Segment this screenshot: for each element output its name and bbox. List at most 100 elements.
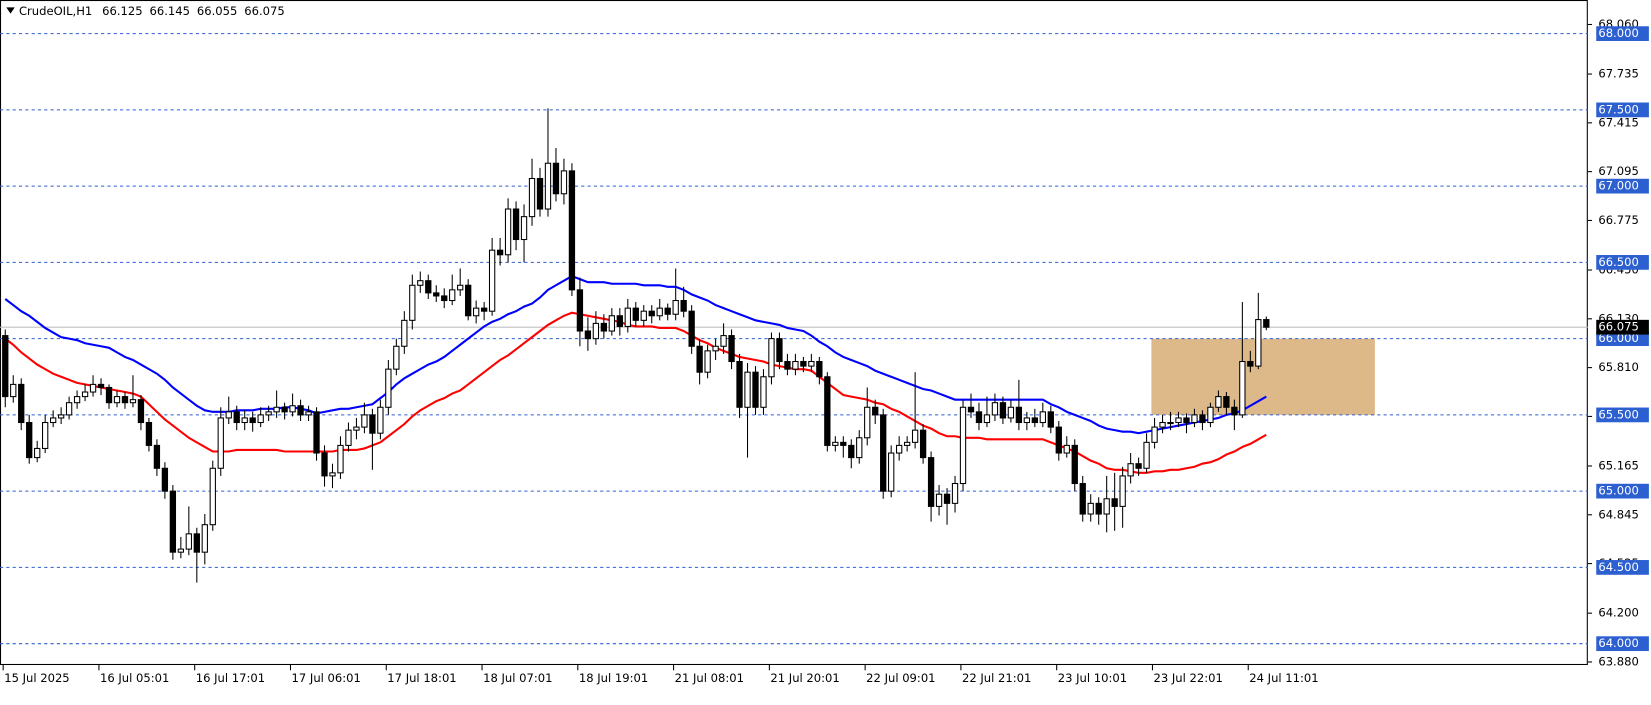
candle-body xyxy=(1127,463,1134,477)
candle-body xyxy=(512,208,520,241)
candle-body xyxy=(1223,396,1230,408)
menu-triangle[interactable] xyxy=(6,7,15,14)
candle-body xyxy=(672,299,679,315)
candle-body xyxy=(10,383,17,398)
level-tag xyxy=(1596,636,1649,652)
candle-body xyxy=(536,177,544,210)
candle-body xyxy=(903,441,911,446)
candle-body xyxy=(193,533,200,553)
candle-body xyxy=(472,307,480,317)
candle-body xyxy=(57,414,65,419)
candle-body xyxy=(289,405,296,413)
candle-body xyxy=(848,444,855,459)
last-price-tag xyxy=(1596,319,1649,335)
symbol-title: CrudeOIL,H1 xyxy=(19,4,92,18)
candle-body xyxy=(552,162,560,195)
candle-body xyxy=(1175,417,1182,424)
candle-body xyxy=(856,437,863,459)
y-tick-label: 65.810 xyxy=(1598,360,1638,374)
candle-body xyxy=(784,360,791,370)
candle-body xyxy=(265,411,272,416)
candle-body xyxy=(297,405,304,416)
candle-body xyxy=(864,406,871,439)
candle-body xyxy=(959,406,967,485)
x-tick-label: 15 Jul 2025 xyxy=(4,671,69,685)
candle-body xyxy=(760,376,767,408)
candle-body xyxy=(1079,483,1086,515)
candle-body xyxy=(951,483,959,504)
x-tick-label: 17 Jul 06:01 xyxy=(292,671,361,685)
candle-body xyxy=(449,289,456,302)
level-label: 66.000 xyxy=(1598,331,1638,345)
candle-body xyxy=(369,414,376,434)
candle-body xyxy=(752,371,759,408)
level-tag xyxy=(1596,560,1649,575)
level-tag xyxy=(1596,178,1649,194)
candle-body xyxy=(1023,417,1031,424)
level-tag xyxy=(1596,483,1649,499)
candle-body xyxy=(1183,417,1190,424)
candle-body xyxy=(872,406,879,416)
y-tick-label: 67.735 xyxy=(1598,67,1638,81)
candle-body xyxy=(465,284,472,317)
candle-body xyxy=(600,322,608,332)
x-tick-label: 16 Jul 17:01 xyxy=(196,671,265,685)
candle-body xyxy=(728,335,735,363)
y-tick-label: 66.775 xyxy=(1598,213,1638,227)
y-tick-label: 64.845 xyxy=(1598,507,1638,521)
candle-body xyxy=(1087,502,1094,515)
candle-body xyxy=(129,399,137,404)
candle-body xyxy=(161,467,169,492)
candle-body xyxy=(1159,421,1166,428)
candle-body xyxy=(616,315,623,327)
candle-body xyxy=(816,360,823,378)
candle-body xyxy=(1263,319,1270,328)
candle-body xyxy=(983,414,991,424)
candle-body xyxy=(313,411,320,454)
candle-body xyxy=(880,414,887,492)
candle-body xyxy=(393,345,400,370)
candle-body xyxy=(832,441,839,446)
candle-body xyxy=(792,360,799,370)
x-tick-label: 16 Jul 05:01 xyxy=(100,671,169,685)
candle-body xyxy=(1151,426,1158,443)
candle-body xyxy=(401,319,408,347)
candle-body xyxy=(1071,444,1078,485)
candle-body xyxy=(1111,498,1118,507)
x-tick-label: 24 Jul 11:01 xyxy=(1249,671,1318,685)
candle-body xyxy=(496,249,504,256)
candle-body xyxy=(65,402,73,416)
level-label: 65.000 xyxy=(1598,484,1638,498)
x-tick-label: 17 Jul 18:01 xyxy=(387,671,456,685)
level-label: 65.500 xyxy=(1598,407,1638,421)
plot-frame xyxy=(0,0,1588,666)
candle-body xyxy=(73,396,81,404)
candle-body xyxy=(1055,426,1062,454)
candle-body xyxy=(935,493,943,507)
candle-body xyxy=(640,310,647,321)
candle-body xyxy=(1231,406,1238,416)
candle-body xyxy=(441,295,448,302)
candle-body xyxy=(273,406,280,413)
candle-body xyxy=(169,490,177,553)
candle-body xyxy=(209,467,216,526)
x-tick-label: 22 Jul 21:01 xyxy=(962,671,1031,685)
candle-body xyxy=(97,383,105,388)
candle-body xyxy=(137,399,145,424)
candle-body xyxy=(425,280,432,294)
candle-body xyxy=(1103,498,1110,515)
candle-body xyxy=(927,457,935,507)
candle-body xyxy=(241,417,248,424)
candle-body xyxy=(1215,396,1222,408)
level-label: 64.000 xyxy=(1598,636,1638,650)
candle-body xyxy=(1255,319,1262,367)
level-tag xyxy=(1596,407,1649,423)
candle-body xyxy=(217,417,224,469)
header-value: 66.125 xyxy=(102,4,142,18)
candle-body xyxy=(1039,411,1046,424)
level-label: 64.500 xyxy=(1598,560,1638,574)
header-value: 66.055 xyxy=(197,4,237,18)
candle-body xyxy=(688,310,695,347)
